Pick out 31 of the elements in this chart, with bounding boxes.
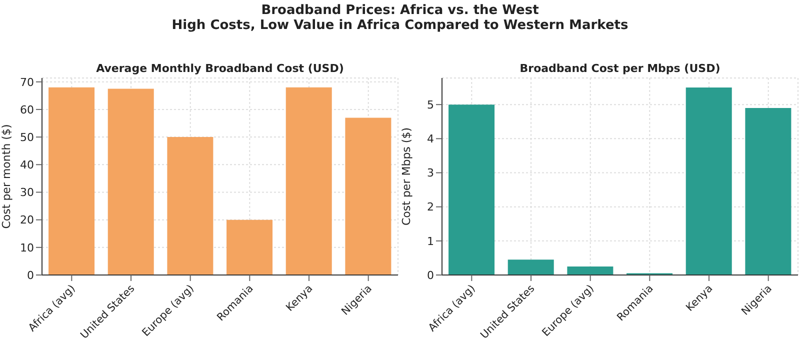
y-tick-label: 1 <box>427 234 434 248</box>
y-tick-label: 20 <box>20 214 34 227</box>
y-axis-title: Cost per month ($) <box>0 124 13 229</box>
bar <box>686 88 732 275</box>
bar <box>226 220 273 275</box>
bar <box>48 87 95 275</box>
y-tick-label: 60 <box>20 103 34 116</box>
text: High Costs, Low Value in Africa Compared to Western Markets <box>170 18 630 33</box>
chart-title: Broadband Cost per Mbps (USD) <box>518 62 722 75</box>
y-tick-label: 4 <box>427 132 434 146</box>
y-axis-title: Cost per Mbps ($) <box>400 128 413 226</box>
chart-title: Average Monthly Broadband Cost (USD) <box>95 62 345 75</box>
y-tick-label: 50 <box>20 130 34 144</box>
bar <box>567 266 614 275</box>
bar <box>286 87 332 275</box>
text: Broadband Prices: Africa vs. the West <box>260 3 540 18</box>
y-tick-label: 10 <box>20 241 34 254</box>
y-tick-label: 2 <box>427 200 434 214</box>
y-tick-label: 0 <box>427 268 434 282</box>
bar <box>108 88 154 275</box>
y-tick-label: 30 <box>20 186 34 200</box>
bar <box>745 108 792 275</box>
bar <box>345 118 392 275</box>
bar <box>448 104 495 275</box>
y-tick-label: 5 <box>427 98 434 112</box>
y-tick-label: 3 <box>427 166 434 180</box>
y-tick-label: 70 <box>20 76 34 89</box>
bar <box>508 260 554 275</box>
y-tick-label: 0 <box>27 268 34 282</box>
y-tick-label: 40 <box>20 158 34 172</box>
bar <box>167 137 214 275</box>
